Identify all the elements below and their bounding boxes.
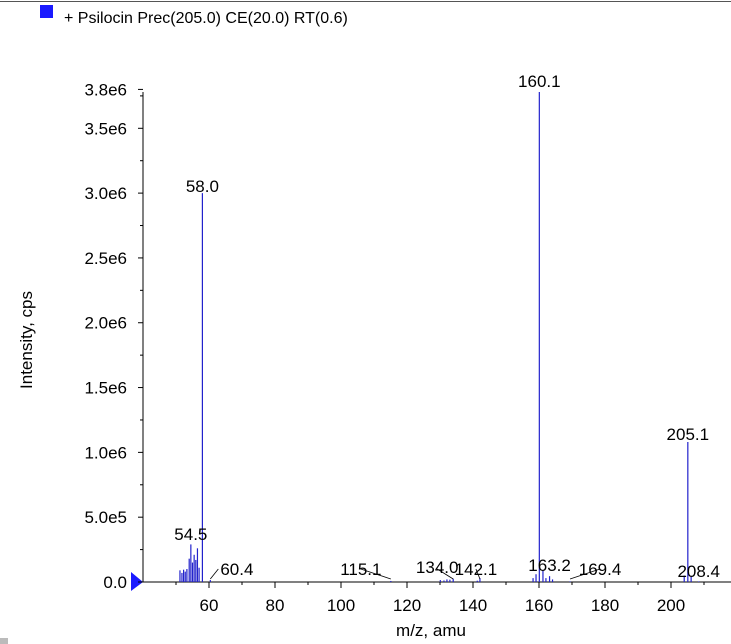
y-tick-label: 1.5e6 bbox=[84, 379, 127, 398]
y-tick-label: 3.0e6 bbox=[84, 184, 127, 203]
x-tick-label: 80 bbox=[266, 596, 285, 615]
legend-swatch bbox=[40, 5, 53, 18]
peak-label: 115.1 bbox=[340, 560, 381, 579]
x-tick-label: 60 bbox=[200, 596, 219, 615]
chart-title: + Psilocin Prec(205.0) CE(20.0) RT(0.6) bbox=[64, 10, 348, 27]
peak-label: 205.1 bbox=[667, 425, 710, 444]
y-tick-label: 1.0e6 bbox=[84, 443, 127, 462]
peak-label-leader bbox=[475, 568, 481, 580]
x-tick-label: 100 bbox=[327, 596, 355, 615]
peak-label: 60.4 bbox=[220, 560, 253, 579]
peak-label: 142.1 bbox=[455, 560, 498, 579]
y-tick-label: 5.0e5 bbox=[84, 508, 127, 527]
y-tick-label: 3.5e6 bbox=[84, 119, 127, 138]
y-tick-label: 2.0e6 bbox=[84, 314, 127, 333]
corner-marker bbox=[0, 638, 8, 644]
y-tick-label: 0.0 bbox=[103, 573, 127, 592]
x-tick-label: 160 bbox=[525, 596, 553, 615]
peak-label-leader bbox=[436, 568, 454, 580]
peak-label-leader bbox=[360, 568, 391, 580]
peak-label: 169.4 bbox=[579, 560, 622, 579]
peak-label-leader bbox=[569, 568, 601, 580]
y-tick-label: 3.8e6 bbox=[84, 80, 127, 99]
x-tick-label: 200 bbox=[657, 596, 685, 615]
y-axis-label: Intensity, cps bbox=[17, 291, 36, 389]
peak-label: 163.2 bbox=[528, 556, 571, 575]
x-axis-label: m/z, amu bbox=[396, 621, 466, 640]
peak-label: 208.4 bbox=[677, 562, 720, 581]
origin-marker bbox=[131, 572, 143, 591]
peak-label: 54.5 bbox=[174, 525, 207, 544]
x-tick-label: 120 bbox=[393, 596, 421, 615]
peak-label: 134.0 bbox=[416, 558, 459, 577]
x-tick-label: 180 bbox=[591, 596, 619, 615]
peak-label: 58.0 bbox=[186, 177, 219, 196]
x-tick-label: 140 bbox=[459, 596, 487, 615]
y-tick-label: 2.5e6 bbox=[84, 249, 127, 268]
peak-label: 160.1 bbox=[518, 72, 561, 91]
peak-label-leader bbox=[210, 568, 219, 580]
